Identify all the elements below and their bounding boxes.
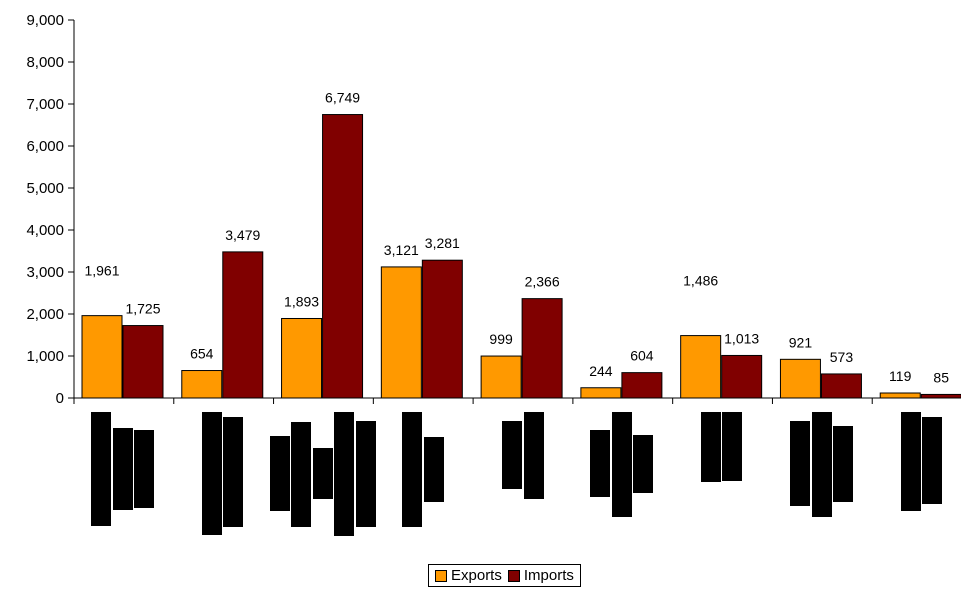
legend-swatch-exports — [435, 569, 447, 582]
legend-item-imports: Imports — [507, 567, 574, 584]
redacted-category-label — [270, 436, 290, 511]
y-tick-label: 4,000 — [26, 222, 64, 239]
bar-exports — [879, 392, 921, 399]
redacted-category-label — [356, 421, 376, 527]
redacted-category-label — [291, 422, 311, 527]
bar-exports — [680, 335, 722, 399]
y-tick-label: 0 — [56, 390, 64, 407]
data-label-imports: 1,725 — [125, 301, 160, 317]
y-tick-label: 7,000 — [26, 96, 64, 113]
legend-label-exports: Exports — [451, 567, 502, 584]
bar-exports — [380, 266, 422, 399]
bar-imports — [721, 354, 763, 399]
bar-imports — [421, 259, 463, 399]
redacted-category-label — [833, 426, 853, 502]
redacted-category-label — [223, 417, 243, 527]
redacted-category-label — [502, 421, 522, 489]
redacted-category-label — [722, 412, 742, 481]
data-label-exports: 3,121 — [384, 242, 419, 258]
data-label-imports: 573 — [830, 349, 854, 365]
redacted-category-label — [922, 417, 942, 504]
data-label-imports: 85 — [933, 369, 949, 385]
redacted-category-label — [313, 448, 333, 499]
redacted-category-label — [590, 430, 610, 497]
data-label-exports: 1,486 — [683, 273, 718, 289]
redacted-category-label — [633, 435, 653, 493]
bar-exports — [580, 387, 622, 399]
bar-imports — [322, 114, 364, 399]
data-label-imports: 6,749 — [325, 90, 360, 106]
redacted-category-label — [134, 430, 154, 508]
data-label-exports: 921 — [789, 334, 813, 350]
data-label-imports: 2,366 — [525, 274, 560, 290]
data-label-imports: 1,013 — [724, 330, 759, 346]
data-label-exports: 244 — [589, 363, 613, 379]
redacted-category-label — [612, 412, 632, 517]
y-tick-label: 8,000 — [26, 54, 64, 71]
redacted-category-label — [524, 412, 544, 499]
data-label-exports: 1,961 — [84, 263, 119, 279]
y-tick-label: 2,000 — [26, 306, 64, 323]
bar-imports — [521, 298, 563, 399]
redacted-category-label — [202, 412, 222, 535]
data-label-exports: 999 — [489, 331, 513, 347]
redacted-category-label — [424, 437, 444, 502]
data-label-exports: 119 — [889, 368, 912, 384]
legend-item-exports: Exports — [435, 567, 502, 584]
redacted-category-label — [334, 412, 354, 536]
redacted-category-label — [402, 412, 422, 527]
bar-exports — [281, 317, 323, 399]
legend-swatch-imports — [507, 569, 520, 582]
bar-exports — [480, 355, 522, 399]
bar-imports — [122, 325, 164, 399]
data-label-imports: 604 — [630, 348, 654, 364]
y-tick-label: 3,000 — [26, 264, 64, 281]
data-label-exports: 654 — [190, 346, 214, 362]
bar-imports — [820, 373, 862, 399]
bar-imports — [621, 372, 663, 399]
data-label-imports: 3,281 — [425, 235, 460, 251]
y-tick-label: 5,000 — [26, 180, 64, 197]
redacted-category-label — [812, 412, 832, 517]
redacted-category-label — [91, 412, 111, 526]
redacted-category-label — [901, 412, 921, 511]
bar-exports — [181, 370, 223, 399]
bar-imports — [920, 393, 961, 399]
bar-exports — [779, 358, 821, 399]
y-tick-label: 6,000 — [26, 138, 64, 155]
redacted-category-label — [113, 428, 133, 510]
legend: Exports Imports — [428, 564, 581, 587]
redacted-category-label — [701, 412, 721, 482]
bar-exports — [81, 315, 123, 399]
y-tick-label: 1,000 — [26, 348, 64, 365]
y-tick-label: 9,000 — [26, 12, 64, 29]
bar-imports — [222, 251, 264, 399]
legend-label-imports: Imports — [523, 567, 574, 584]
data-label-imports: 3,479 — [225, 227, 260, 243]
data-label-exports: 1,893 — [284, 293, 319, 309]
redacted-category-label — [790, 421, 810, 506]
